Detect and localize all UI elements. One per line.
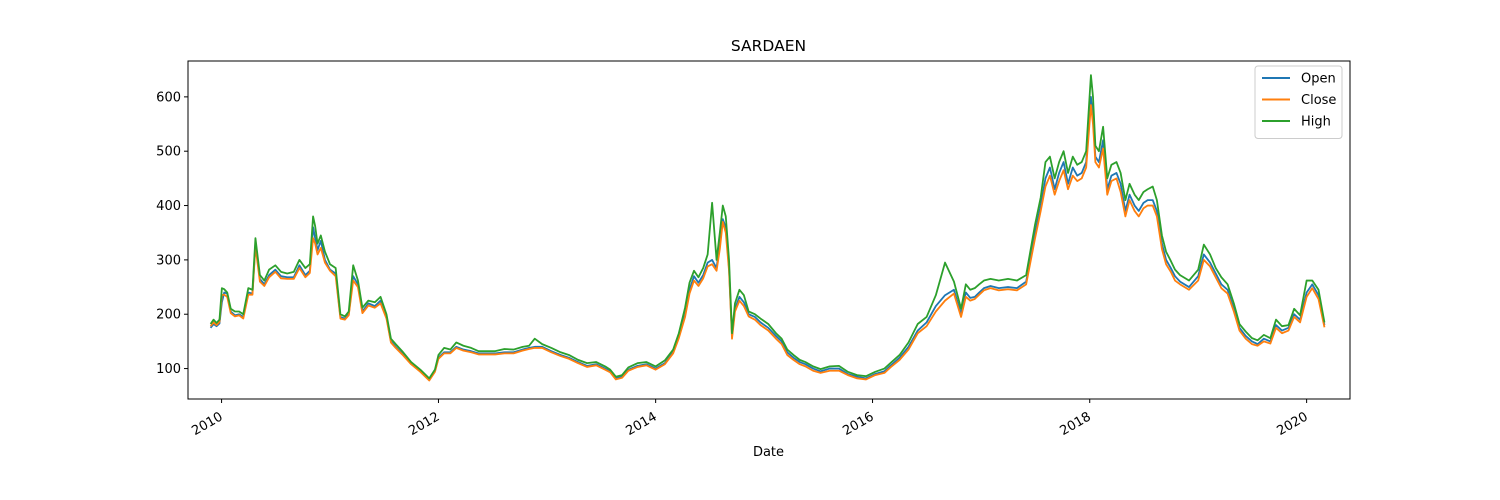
y-tick-label: 200	[156, 308, 181, 323]
legend-label-close: Close	[1301, 93, 1336, 108]
x-axis: 2010 2012 2014 2016 2018 2020	[189, 399, 1311, 439]
y-tick-label: 600	[156, 90, 181, 105]
plot-background	[188, 61, 1350, 399]
x-tick-label: 2010	[189, 409, 225, 439]
y-tick-label: 100	[156, 362, 181, 377]
legend-label-open: Open	[1301, 72, 1336, 87]
y-tick-label: 500	[156, 145, 181, 160]
legend: Open Close High	[1254, 65, 1343, 139]
y-tick-label: 400	[156, 199, 181, 214]
chart-title: SARDAEN	[731, 37, 806, 55]
series-line-open	[209, 95, 1326, 381]
x-tick-label: 2012	[406, 409, 442, 439]
x-tick-label: 2018	[1058, 409, 1094, 439]
x-axis-label: Date	[753, 445, 784, 460]
plot-frame	[187, 60, 1351, 400]
x-tick-label: 2014	[623, 409, 659, 439]
x-tick-label: 2020	[1274, 409, 1310, 439]
series-line-close	[209, 104, 1326, 382]
y-axis: 100 200 300 400 500 600	[156, 90, 188, 377]
series-line-high	[209, 74, 1326, 380]
x-tick-label: 2016	[840, 409, 876, 439]
legend-label-high: High	[1301, 115, 1331, 130]
y-tick-label: 300	[156, 253, 181, 268]
plot-area	[187, 60, 1351, 400]
